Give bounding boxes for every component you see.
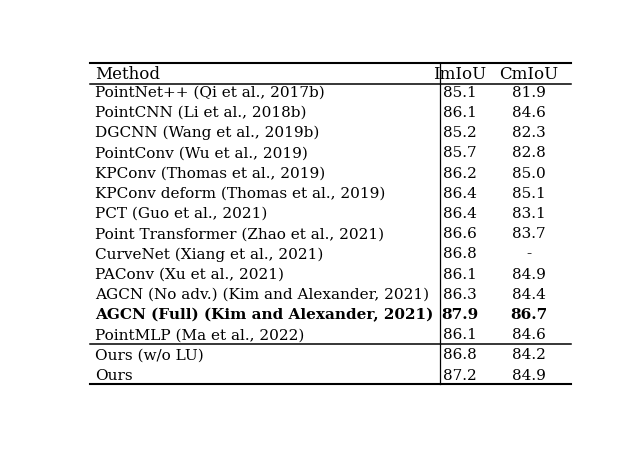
Text: 84.6: 84.6	[512, 328, 546, 341]
Text: 84.2: 84.2	[512, 348, 546, 362]
Text: KPConv deform (Thomas et al., 2019): KPConv deform (Thomas et al., 2019)	[95, 187, 385, 200]
Text: 83.7: 83.7	[512, 227, 546, 241]
Text: Point Transformer (Zhao et al., 2021): Point Transformer (Zhao et al., 2021)	[95, 227, 384, 241]
Text: 87.2: 87.2	[443, 368, 476, 382]
Text: 85.1: 85.1	[512, 187, 546, 200]
Text: 86.3: 86.3	[443, 287, 476, 301]
Text: 84.4: 84.4	[512, 287, 546, 301]
Text: DGCNN (Wang et al., 2019b): DGCNN (Wang et al., 2019b)	[95, 126, 319, 140]
Text: KPConv (Thomas et al., 2019): KPConv (Thomas et al., 2019)	[95, 166, 325, 180]
Text: CmIoU: CmIoU	[499, 66, 559, 83]
Text: PointCNN (Li et al., 2018b): PointCNN (Li et al., 2018b)	[95, 106, 307, 120]
Text: 84.9: 84.9	[512, 267, 546, 281]
Text: Ours (w/o LU): Ours (w/o LU)	[95, 348, 204, 362]
Text: PAConv (Xu et al., 2021): PAConv (Xu et al., 2021)	[95, 267, 284, 281]
Text: AGCN (Full) (Kim and Alexander, 2021): AGCN (Full) (Kim and Alexander, 2021)	[95, 307, 433, 321]
Text: 83.1: 83.1	[512, 207, 546, 221]
Text: 81.9: 81.9	[512, 86, 546, 100]
Text: AGCN (No adv.) (Kim and Alexander, 2021): AGCN (No adv.) (Kim and Alexander, 2021)	[95, 287, 429, 301]
Text: 87.9: 87.9	[441, 307, 478, 321]
Text: 82.8: 82.8	[512, 146, 546, 160]
Text: -: -	[526, 247, 531, 261]
Text: 86.6: 86.6	[442, 227, 476, 241]
Text: 86.1: 86.1	[442, 267, 476, 281]
Text: 86.4: 86.4	[442, 207, 476, 221]
Text: ImIoU: ImIoU	[433, 66, 486, 83]
Text: 86.1: 86.1	[442, 106, 476, 120]
Text: 85.7: 85.7	[443, 146, 476, 160]
Text: CurveNet (Xiang et al., 2021): CurveNet (Xiang et al., 2021)	[95, 247, 323, 261]
Text: 86.2: 86.2	[442, 166, 476, 180]
Text: 84.9: 84.9	[512, 368, 546, 382]
Text: Ours: Ours	[95, 368, 132, 382]
Text: 82.3: 82.3	[512, 126, 546, 140]
Text: 84.6: 84.6	[512, 106, 546, 120]
Text: PointConv (Wu et al., 2019): PointConv (Wu et al., 2019)	[95, 146, 308, 160]
Text: PCT (Guo et al., 2021): PCT (Guo et al., 2021)	[95, 207, 268, 221]
Text: 86.8: 86.8	[443, 348, 476, 362]
Text: 86.7: 86.7	[510, 307, 547, 321]
Text: 86.8: 86.8	[443, 247, 476, 261]
Text: 85.1: 85.1	[443, 86, 476, 100]
Text: PointNet++ (Qi et al., 2017b): PointNet++ (Qi et al., 2017b)	[95, 86, 324, 100]
Text: 85.0: 85.0	[512, 166, 546, 180]
Text: 85.2: 85.2	[443, 126, 476, 140]
Text: Method: Method	[95, 66, 160, 83]
Text: 86.4: 86.4	[442, 187, 476, 200]
Text: 86.1: 86.1	[442, 328, 476, 341]
Text: PointMLP (Ma et al., 2022): PointMLP (Ma et al., 2022)	[95, 328, 304, 341]
